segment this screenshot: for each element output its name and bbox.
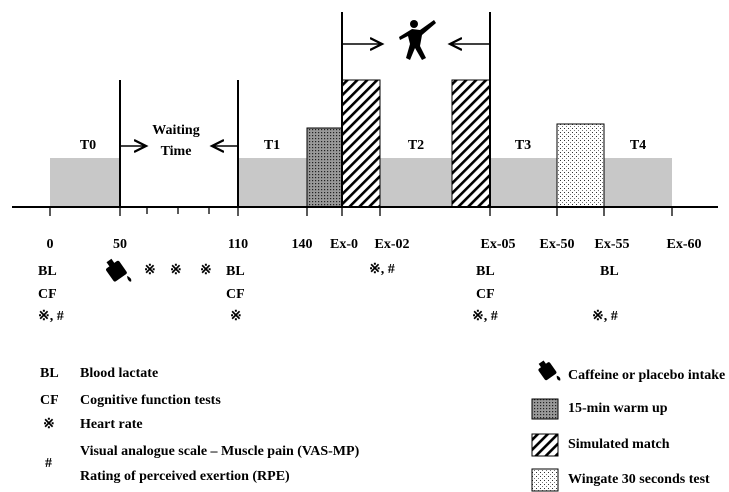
note: ※ <box>200 263 212 278</box>
bottle-icon <box>538 360 561 381</box>
note: ※ <box>144 263 156 278</box>
note: ※ <box>170 263 182 278</box>
legend-symbol: BL <box>40 366 59 381</box>
tick-label: 110 <box>228 237 248 252</box>
legend-text: Caffeine or placebo intake <box>568 368 725 383</box>
note: ※, # <box>38 309 64 324</box>
legend-swatch <box>531 468 559 492</box>
legend-text: 15-min warm up <box>568 401 668 416</box>
note: CF <box>476 287 495 302</box>
tick-label: Ex-50 <box>540 237 575 252</box>
legend-right: Caffeine or placebo intake 15-min warm u… <box>531 360 725 492</box>
legend-text: Blood lactate <box>80 366 158 381</box>
tick-label: 140 <box>292 237 313 252</box>
note: BL <box>226 264 245 279</box>
tick-labels: 0 50 110 140 Ex-0 Ex-02 Ex-05 Ex-50 Ex-5… <box>47 237 702 252</box>
legend-swatch <box>531 398 559 420</box>
tick-label: Ex-60 <box>667 237 702 252</box>
phase-label: T1 <box>264 138 280 153</box>
phase-label: T4 <box>630 138 646 153</box>
tick-label: 50 <box>113 237 127 252</box>
phase-labels: T0 T1 T2 T3 T4 Waiting Time <box>80 123 646 159</box>
waiting-label: Waiting <box>152 123 199 138</box>
tick-label: Ex-0 <box>330 237 358 252</box>
tick-label: 0 <box>47 237 54 252</box>
tick-label: Ex-05 <box>481 237 516 252</box>
bottle-icon <box>106 258 132 282</box>
legend-text: Wingate 30 seconds test <box>568 472 710 487</box>
karate-icon <box>399 20 436 60</box>
waiting-gap <box>120 150 238 207</box>
note: BL <box>600 264 619 279</box>
legend-text: Heart rate <box>80 417 143 432</box>
legend-text: Rating of perceived exertion (RPE) <box>80 469 290 484</box>
legend-text: Cognitive function tests <box>80 393 221 408</box>
phase-label: T3 <box>515 138 531 153</box>
legend-left: BL Blood lactate CF Cognitive function t… <box>40 366 360 484</box>
note: ※, # <box>472 309 498 324</box>
waiting-label: Time <box>161 144 192 159</box>
time-notes: BL CF ※, # ※ ※ ※ BL CF ※ ※, # BL CF ※, #… <box>38 262 619 324</box>
tick-label: Ex-55 <box>595 237 630 252</box>
phase-label: T0 <box>80 138 96 153</box>
note: CF <box>38 287 57 302</box>
legend-symbol: CF <box>40 393 59 408</box>
note: ※, # <box>592 309 618 324</box>
legend-text: Visual analogue scale – Muscle pain (VAS… <box>80 444 360 459</box>
ticks <box>49 207 673 216</box>
warm-up-box <box>306 127 343 208</box>
legend-text: Simulated match <box>568 437 670 452</box>
phase-label: T2 <box>408 138 424 153</box>
note: BL <box>476 264 495 279</box>
wingate-box <box>556 123 605 208</box>
match-box <box>451 79 491 208</box>
note: ※ <box>230 309 242 324</box>
legend-symbol: ※ <box>43 417 55 432</box>
note: CF <box>226 287 245 302</box>
note: ※, # <box>369 262 395 277</box>
legend-symbol: # <box>45 456 52 471</box>
tick-label: Ex-02 <box>375 237 410 252</box>
match-box <box>341 79 381 208</box>
legend-swatch <box>531 433 559 457</box>
note: BL <box>38 264 57 279</box>
